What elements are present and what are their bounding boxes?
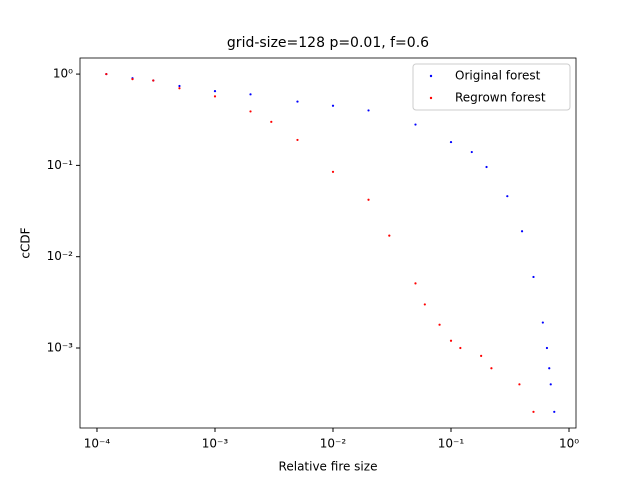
data-point: [152, 79, 155, 82]
data-point: [459, 346, 462, 350]
y-tick-label: 10⁰: [53, 67, 73, 81]
x-tick-label: 10⁻¹: [438, 437, 465, 451]
data-point: [388, 234, 391, 237]
data-point: [480, 354, 483, 357]
chart-title: grid-size=128 p=0.01, f=0.6: [227, 35, 429, 51]
data-point: [485, 165, 488, 169]
data-point: [178, 87, 181, 90]
data-point: [553, 410, 556, 413]
data-point: [423, 303, 426, 306]
data-point: [105, 72, 108, 76]
data-point: [449, 339, 453, 342]
data-point: [449, 140, 453, 144]
data-point: [549, 383, 552, 386]
data-point: [270, 120, 273, 123]
legend-label: Original forest: [455, 69, 541, 83]
x-tick-label: 10⁻²: [320, 437, 347, 451]
data-point: [520, 230, 524, 233]
data-point: [470, 150, 473, 154]
x-tick-label: 10⁰: [559, 437, 579, 451]
legend-box: [412, 63, 571, 111]
legend-marker: [429, 74, 433, 78]
data-point: [331, 104, 335, 107]
data-point: [548, 367, 551, 370]
legend-label: Regrown forest: [455, 91, 546, 105]
data-point: [545, 346, 549, 350]
plot-frame: [79, 57, 577, 429]
legend-marker: [429, 96, 433, 100]
data-point: [518, 383, 521, 386]
y-tick-label: 10⁻²: [47, 249, 74, 263]
data-point: [296, 100, 299, 103]
data-point: [438, 323, 441, 326]
data-point: [532, 275, 535, 279]
data-point: [213, 90, 217, 93]
data-point: [414, 282, 417, 285]
x-tick-label: 10⁻⁴: [84, 437, 111, 451]
x-tick-label: 10⁻³: [202, 437, 229, 451]
data-point: [296, 138, 299, 142]
data-point: [331, 170, 335, 173]
x-axis-label: Relative fire size: [279, 460, 378, 474]
y-tick-label: 10⁻¹: [47, 158, 74, 172]
y-axis-label: cCDF: [19, 227, 33, 258]
data-point: [131, 78, 134, 81]
y-tick-label: 10⁻³: [47, 341, 74, 355]
data-point: [213, 95, 217, 98]
data-point: [506, 195, 509, 198]
legend: Original forest Regrown forest: [412, 63, 571, 111]
data-point: [541, 321, 544, 324]
data-point: [532, 410, 535, 413]
data-point: [490, 367, 493, 370]
data-point: [249, 93, 252, 96]
data-point: [367, 198, 370, 201]
data-point: [367, 109, 370, 112]
data-point: [249, 110, 252, 113]
data-point: [414, 123, 417, 126]
data-point: [178, 84, 181, 88]
